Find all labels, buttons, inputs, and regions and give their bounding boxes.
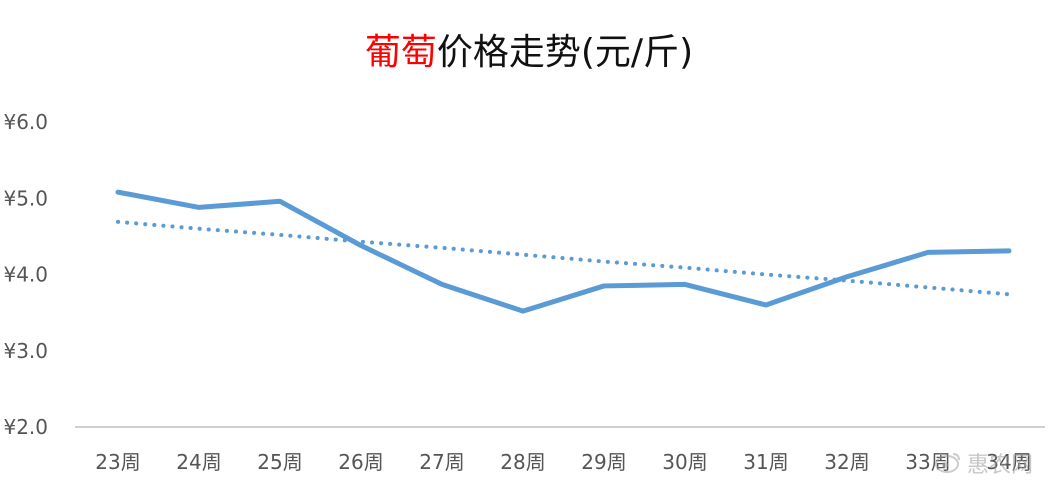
x-tick-label: 27周 [419,450,464,474]
x-tick-label: 28周 [500,450,545,474]
x-tick-label: 25周 [257,450,302,474]
x-axis-labels: 23周 24周 25周 26周 27周 28周 29周 30周 31周 32周 33周 34周 [95,450,1031,474]
x-tick-label: 24周 [176,450,221,474]
y-axis-ticks: ¥2.0 ¥3.0 ¥4.0 ¥5.0 ¥6.0 [3,110,48,439]
x-tick-label: 33周 [905,450,950,474]
chart-title-highlight: 葡萄 [365,32,437,73]
x-tick-label: 30周 [662,450,707,474]
y-tick-label: ¥5.0 [3,186,48,210]
x-tick-label: 34周 [986,450,1031,474]
chart-title-rest: 价格走势(元/斤) [437,32,693,73]
trend-line [116,219,1011,297]
x-tick-label: 23周 [95,450,140,474]
y-tick-label: ¥3.0 [3,339,48,363]
y-tick-label: ¥6.0 [3,110,48,134]
x-tick-label: 32周 [824,450,869,474]
price-line [115,189,1012,314]
x-tick-label: 31周 [743,450,788,474]
x-tick-label: 26周 [338,450,383,474]
y-tick-label: ¥4.0 [3,263,48,287]
x-tick-label: 29周 [581,450,626,474]
y-tick-label: ¥2.0 [3,415,48,439]
watermark: 惠农网 [935,453,1033,478]
chart-title: 葡萄价格走势(元/斤) [365,32,693,73]
series-layer [115,189,1012,314]
weibo-icon [935,453,960,473]
watermark-text: 惠农网 [967,453,1033,478]
